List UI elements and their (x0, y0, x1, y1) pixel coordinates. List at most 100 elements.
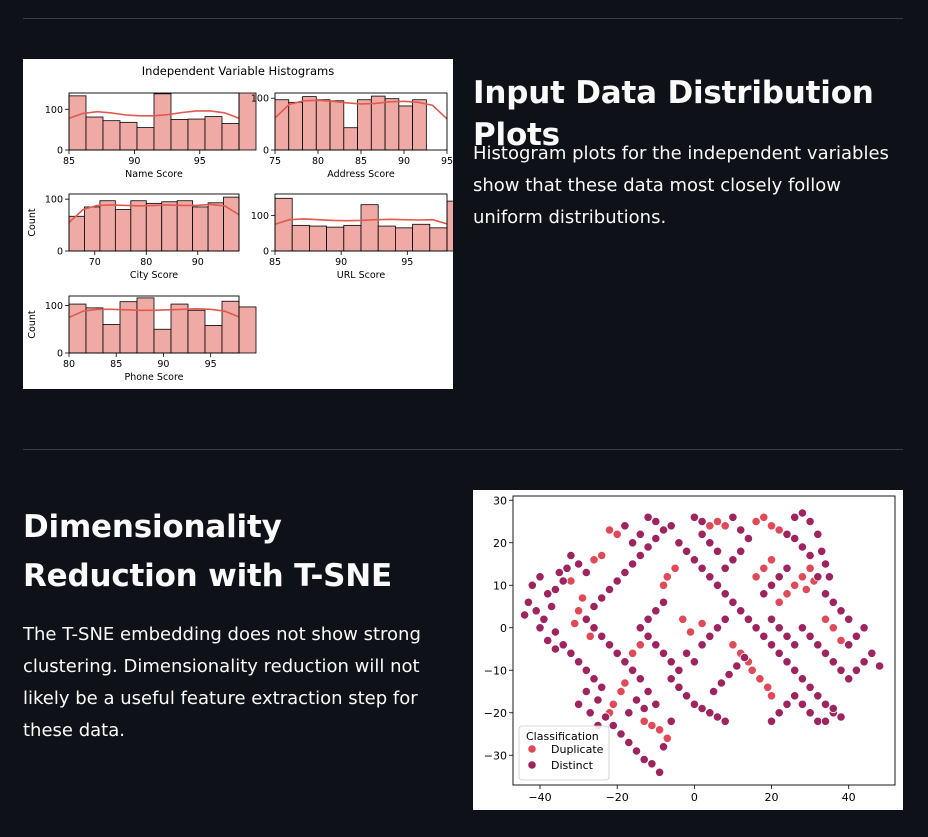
histogram-bar (102, 324, 121, 354)
point-distinct (805, 682, 815, 692)
point-duplicate (774, 525, 784, 535)
point-duplicate (755, 674, 765, 684)
point-distinct (774, 708, 784, 718)
histogram-bar (429, 227, 448, 252)
point-distinct (736, 525, 746, 535)
point-distinct (616, 729, 626, 739)
point-distinct (666, 521, 676, 531)
histogram-svg: Independent Variable Histograms 85 90 95 0 10… (27, 64, 453, 383)
point-distinct (589, 674, 599, 684)
point-distinct (689, 555, 699, 565)
y-tick-label: 100 (251, 94, 269, 105)
histogram-bar (412, 99, 427, 151)
point-distinct (720, 589, 730, 599)
point-distinct (543, 635, 553, 646)
point-distinct (782, 529, 792, 539)
point-distinct (651, 640, 661, 650)
middle-divider (23, 449, 903, 450)
y-tick-label: −20 (484, 707, 507, 720)
point-distinct (820, 716, 831, 726)
histogram-bar (398, 105, 413, 151)
point-distinct (682, 546, 692, 556)
point-duplicate (635, 640, 645, 650)
point-distinct (666, 657, 676, 667)
point-duplicate (805, 563, 815, 573)
point-distinct (728, 597, 738, 607)
point-distinct (720, 614, 730, 624)
histogram-bar (394, 227, 413, 252)
point-distinct (574, 559, 584, 569)
point-duplicate (658, 580, 669, 590)
point-distinct (790, 665, 800, 675)
point-distinct (797, 542, 807, 552)
point-distinct (790, 533, 800, 544)
subplot-frame (68, 92, 240, 151)
histogram-figure-title: Independent Variable Histograms (142, 64, 334, 78)
histogram-bar (223, 196, 240, 252)
histogram-bar (187, 118, 206, 151)
point-distinct (805, 516, 815, 527)
histogram-bar (102, 120, 121, 151)
point-distinct (728, 512, 738, 522)
section-text-distribution: Histogram plots for the independent vari… (473, 143, 889, 228)
x-tick-label: 95 (441, 156, 453, 167)
histogram-bar (187, 309, 206, 354)
point-distinct (674, 538, 684, 548)
point-distinct (813, 529, 823, 539)
point-distinct (774, 623, 784, 633)
x-tick-label: 80 (63, 359, 75, 370)
point-distinct (643, 614, 653, 624)
histogram-bar (221, 300, 240, 354)
section-heading-distribution: Input Data Distribution Plots (473, 75, 874, 153)
point-distinct (624, 708, 634, 718)
point-distinct (601, 712, 611, 722)
point-distinct (705, 538, 715, 548)
point-distinct (736, 546, 746, 556)
legend-marker (527, 760, 537, 770)
point-distinct (682, 648, 692, 658)
point-distinct (697, 640, 707, 650)
point-duplicate (662, 733, 672, 743)
x-tick-label: 20 (765, 791, 779, 804)
point-distinct (689, 512, 699, 522)
x-tick-label: 0 (691, 791, 698, 804)
point-distinct (712, 623, 723, 633)
y-tick-label: 100 (251, 211, 269, 222)
point-distinct (628, 559, 638, 569)
point-duplicate (763, 682, 773, 692)
x-axis-label: City Score (130, 270, 178, 281)
point-distinct (581, 567, 591, 578)
histogram-bar (204, 116, 223, 151)
point-distinct (805, 550, 815, 561)
point-distinct (817, 546, 827, 556)
point-distinct (797, 623, 807, 633)
point-distinct (597, 631, 607, 641)
point-duplicate (570, 618, 580, 629)
point-duplicate (697, 618, 707, 629)
y-axis-label: Count (27, 208, 38, 236)
point-distinct (774, 572, 784, 582)
point-duplicate (685, 627, 696, 637)
histogram-subplot: 80 85 90 95 0 100 Phone Score Count (27, 295, 257, 383)
point-duplicate (705, 521, 715, 531)
point-distinct (635, 550, 645, 561)
x-axis-label: Address Score (327, 169, 395, 180)
point-distinct (797, 699, 807, 709)
y-tick-label: 0 (57, 349, 63, 360)
point-distinct (844, 614, 854, 624)
histogram-bar (130, 200, 147, 252)
point-distinct (639, 754, 649, 765)
histogram-bar (329, 100, 345, 151)
point-distinct (705, 631, 715, 641)
point-distinct (651, 606, 661, 616)
point-distinct (674, 682, 684, 692)
histogram-bar (288, 101, 303, 151)
point-distinct (651, 533, 661, 544)
point-distinct (782, 563, 792, 573)
point-distinct (539, 614, 549, 624)
point-distinct (651, 699, 661, 709)
histogram-bar (302, 96, 317, 151)
point-distinct (689, 699, 699, 709)
point-distinct (797, 674, 807, 684)
point-duplicate (655, 725, 665, 735)
